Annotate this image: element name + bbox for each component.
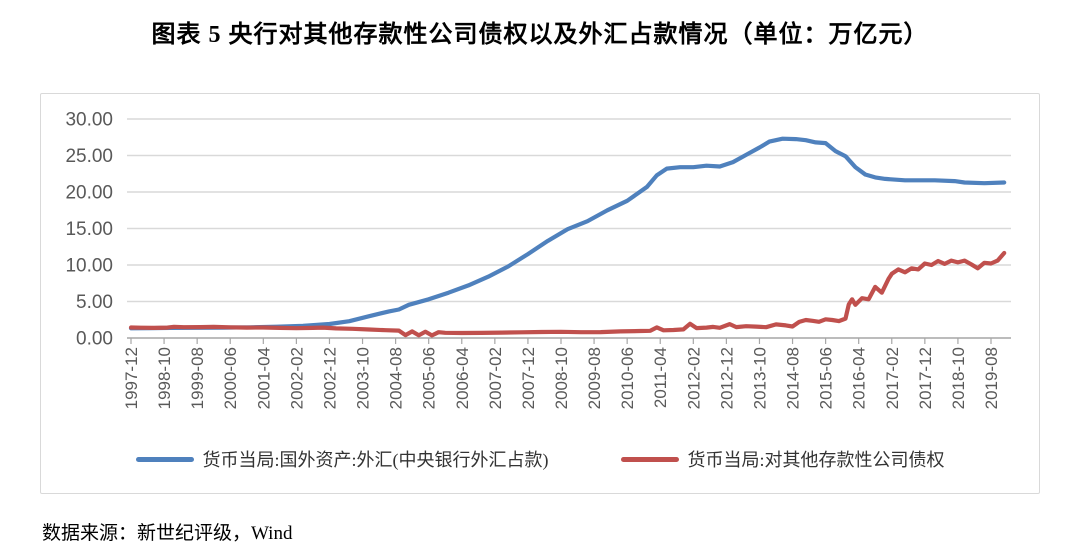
x-tick-label: 1997-12 xyxy=(122,347,141,409)
x-tick-label: 2003-10 xyxy=(354,347,373,409)
legend-item-claims: 货币当局:对其他存款性公司债权 xyxy=(620,446,945,472)
y-tick-label: 15.00 xyxy=(65,219,113,240)
x-tick-label: 2000-06 xyxy=(221,347,240,409)
x-tick-label: 2019-08 xyxy=(982,347,1001,409)
x-tick-label: 2013-10 xyxy=(750,347,769,409)
legend-line-sample-red xyxy=(620,456,679,462)
legend-line-sample-blue xyxy=(135,456,194,462)
x-tick-label: 2011-04 xyxy=(651,347,670,408)
y-tick-label: 20.00 xyxy=(65,183,113,204)
x-tick-label: 2002-12 xyxy=(320,347,339,409)
chart-title: 图表 5 央行对其他存款性公司债权以及外汇占款情况（单位：万亿元） xyxy=(151,22,929,48)
x-tick-label: 1998-10 xyxy=(155,347,174,409)
y-tick-label: 0.00 xyxy=(76,329,113,350)
gridlines xyxy=(127,118,1011,303)
x-tick-label: 2009-08 xyxy=(585,347,604,409)
x-tick-label: 2005-06 xyxy=(420,347,439,409)
y-tick-label: 25.00 xyxy=(65,146,113,167)
chart-frame: 0.00 5.00 10.00 15.00 20.00 25.00 30.00 1997-12… xyxy=(40,93,1040,494)
x-tick-label: 2007-12 xyxy=(519,347,538,409)
y-axis-labels: 0.00 5.00 10.00 15.00 20.00 25.00 30.00 xyxy=(65,110,113,350)
x-tick-label: 2014-08 xyxy=(784,347,803,409)
x-tick-label: 1999-08 xyxy=(188,347,207,409)
x-tick-label: 2012-12 xyxy=(717,347,736,409)
x-tick-label: 2017-02 xyxy=(883,347,902,409)
x-tick-label: 2008-10 xyxy=(552,347,571,409)
x-tick-label: 2002-02 xyxy=(287,347,306,409)
series-line-claims xyxy=(128,250,1007,338)
series-line-fx-holdings xyxy=(128,136,1007,331)
x-tick-label: 2004-08 xyxy=(387,347,406,409)
x-tick-label: 2012-02 xyxy=(684,347,703,409)
legend-item-fx-holdings: 货币当局:国外资产:外汇(中央银行外汇占款) xyxy=(135,446,549,472)
y-tick-label: 30.00 xyxy=(65,110,113,131)
legend-label-claims: 货币当局:对其他存款性公司债权 xyxy=(687,450,945,470)
x-tick-label: 2015-06 xyxy=(817,347,836,409)
x-tick-label: 2018-10 xyxy=(949,347,968,409)
x-tick-label: 2016-04 xyxy=(850,347,869,409)
x-tick-label: 2006-04 xyxy=(453,347,472,409)
x-axis-labels: 1997-12 1998-10 1999-08 2000-06 2001-04 2002-… xyxy=(122,347,1001,409)
x-tick-label: 2010-06 xyxy=(618,347,637,409)
y-tick-label: 5.00 xyxy=(76,292,113,313)
chart-legend: 货币当局:国外资产:外汇(中央银行外汇占款) 货币当局:对其他存款性公司债权 xyxy=(41,446,1039,472)
legend-label-fx-holdings: 货币当局:国外资产:外汇(中央银行外汇占款) xyxy=(202,450,549,470)
data-source: 数据来源：新世纪评级，Wind xyxy=(42,523,293,544)
y-tick-label: 10.00 xyxy=(65,256,113,277)
chart-svg: 0.00 5.00 10.00 15.00 20.00 25.00 30.00 1997-12… xyxy=(65,110,1011,409)
x-tick-label: 2007-02 xyxy=(486,347,505,409)
x-tick-label: 2001-04 xyxy=(254,347,273,409)
x-axis xyxy=(127,337,1011,344)
x-tick-label: 2017-12 xyxy=(916,347,935,409)
